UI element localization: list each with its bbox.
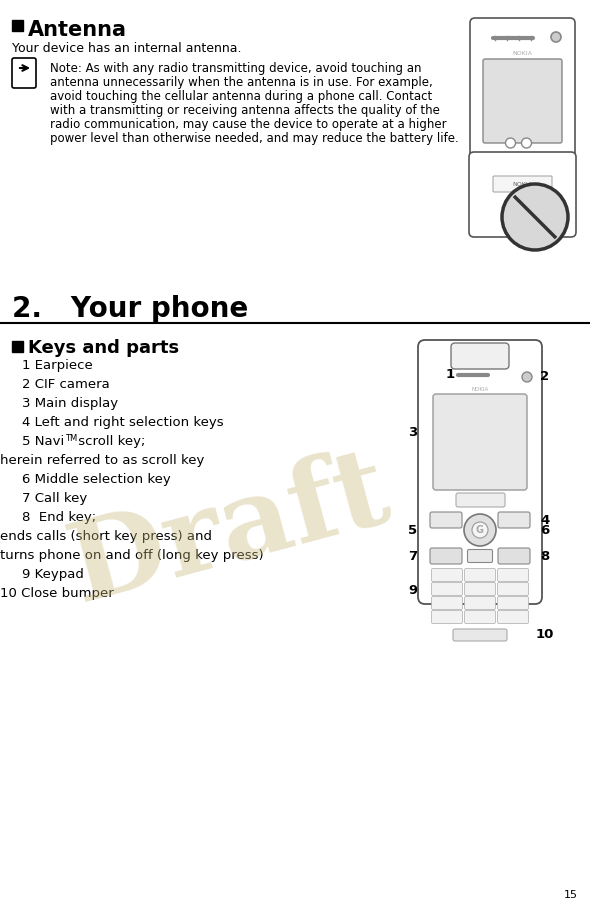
- FancyBboxPatch shape: [431, 597, 463, 609]
- Text: 8  End key;: 8 End key;: [22, 511, 96, 524]
- Text: 3 Main display: 3 Main display: [22, 397, 118, 410]
- FancyBboxPatch shape: [453, 629, 507, 641]
- FancyBboxPatch shape: [497, 610, 529, 623]
- FancyBboxPatch shape: [451, 343, 509, 369]
- Bar: [12, 341, 23, 352]
- FancyBboxPatch shape: [469, 152, 576, 237]
- FancyBboxPatch shape: [464, 583, 496, 596]
- Text: 1 Earpiece: 1 Earpiece: [22, 359, 93, 372]
- FancyBboxPatch shape: [431, 568, 463, 582]
- FancyBboxPatch shape: [467, 550, 493, 563]
- Text: Your device has an internal antenna.: Your device has an internal antenna.: [12, 42, 241, 55]
- Text: 5: 5: [408, 523, 418, 536]
- Text: 4: 4: [540, 513, 550, 526]
- Circle shape: [551, 32, 561, 42]
- Text: 9 Keypad: 9 Keypad: [22, 568, 84, 581]
- Text: with a transmitting or receiving antenna affects the quality of the: with a transmitting or receiving antenna…: [50, 104, 440, 117]
- FancyBboxPatch shape: [498, 548, 530, 564]
- FancyBboxPatch shape: [497, 597, 529, 609]
- FancyBboxPatch shape: [497, 583, 529, 596]
- Text: NOKIA: NOKIA: [513, 181, 533, 187]
- Text: 2 CIF camera: 2 CIF camera: [22, 378, 110, 391]
- Circle shape: [464, 514, 496, 546]
- FancyBboxPatch shape: [464, 568, 496, 582]
- Text: scroll key;: scroll key;: [74, 435, 145, 448]
- Text: turns phone on and off (long key press): turns phone on and off (long key press): [0, 549, 264, 562]
- Text: 7: 7: [408, 550, 418, 563]
- FancyBboxPatch shape: [493, 176, 552, 192]
- Text: 5 Navi: 5 Navi: [22, 435, 64, 448]
- Text: 10: 10: [536, 629, 554, 641]
- Text: power level than otherwise needed, and may reduce the battery life.: power level than otherwise needed, and m…: [50, 132, 459, 145]
- Text: 8: 8: [540, 550, 550, 563]
- Text: 6: 6: [540, 523, 550, 536]
- Text: 2.   Your phone: 2. Your phone: [12, 295, 248, 323]
- FancyBboxPatch shape: [498, 512, 530, 528]
- Text: 3: 3: [408, 425, 418, 438]
- Text: G: G: [476, 525, 484, 535]
- Text: 4 Left and right selection keys: 4 Left and right selection keys: [22, 416, 224, 429]
- Bar: [12, 20, 23, 31]
- Circle shape: [506, 138, 516, 148]
- Text: NOKIA: NOKIA: [513, 51, 533, 56]
- Circle shape: [522, 372, 532, 382]
- Text: herein referred to as scroll key: herein referred to as scroll key: [0, 454, 204, 467]
- Text: 2: 2: [540, 371, 549, 383]
- Text: 6 Middle selection key: 6 Middle selection key: [22, 473, 171, 486]
- Text: Draft: Draft: [59, 436, 401, 624]
- Text: radio communication, may cause the device to operate at a higher: radio communication, may cause the devic…: [50, 118, 447, 131]
- Text: avoid touching the cellular antenna during a phone call. Contact: avoid touching the cellular antenna duri…: [50, 90, 432, 103]
- Circle shape: [472, 522, 488, 538]
- FancyBboxPatch shape: [431, 583, 463, 596]
- Text: Keys and parts: Keys and parts: [28, 339, 179, 357]
- FancyBboxPatch shape: [483, 59, 562, 143]
- Text: 7 Call key: 7 Call key: [22, 492, 87, 505]
- Text: 15: 15: [564, 890, 578, 900]
- Text: 10 Close bumper: 10 Close bumper: [0, 587, 114, 600]
- Circle shape: [502, 184, 568, 250]
- FancyBboxPatch shape: [464, 610, 496, 623]
- Text: 9: 9: [408, 584, 418, 597]
- FancyBboxPatch shape: [430, 548, 462, 564]
- Text: antenna unnecessarily when the antenna is in use. For example,: antenna unnecessarily when the antenna i…: [50, 76, 432, 89]
- Circle shape: [522, 138, 532, 148]
- Text: TM: TM: [65, 434, 77, 443]
- Text: Antenna: Antenna: [28, 20, 127, 40]
- FancyBboxPatch shape: [418, 340, 542, 604]
- Text: NOKIA: NOKIA: [471, 387, 489, 392]
- FancyBboxPatch shape: [12, 58, 36, 88]
- FancyBboxPatch shape: [456, 493, 505, 507]
- FancyBboxPatch shape: [470, 18, 575, 158]
- Text: ends calls (short key press) and: ends calls (short key press) and: [0, 530, 212, 543]
- FancyBboxPatch shape: [433, 394, 527, 490]
- FancyBboxPatch shape: [431, 610, 463, 623]
- FancyBboxPatch shape: [497, 568, 529, 582]
- FancyBboxPatch shape: [430, 512, 462, 528]
- Text: Note: As with any radio transmitting device, avoid touching an: Note: As with any radio transmitting dev…: [50, 62, 421, 75]
- Text: 1: 1: [445, 369, 454, 382]
- FancyBboxPatch shape: [464, 597, 496, 609]
